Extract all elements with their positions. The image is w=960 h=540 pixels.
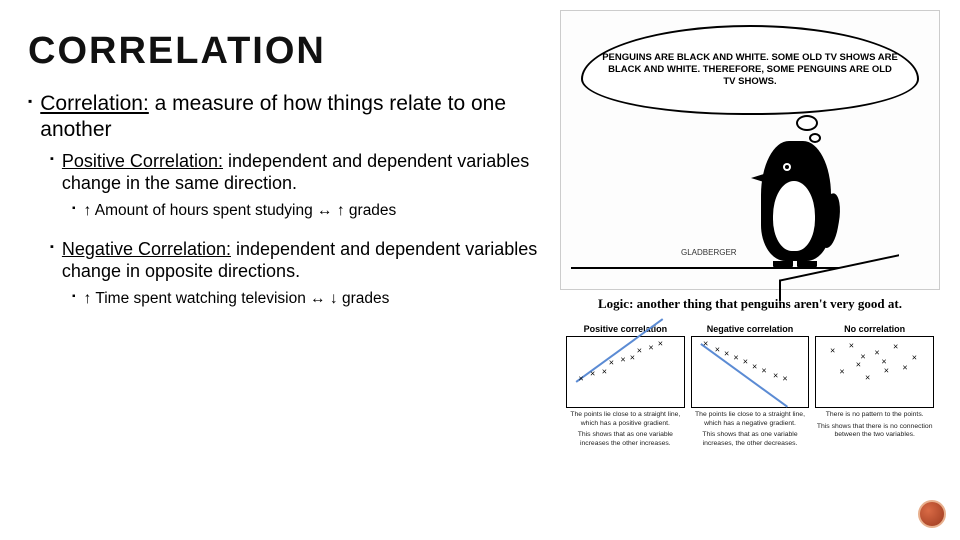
chart-desc-line: The points lie close to a straight line,… xyxy=(691,411,810,428)
chart-box: ×××××××××××× xyxy=(815,336,934,408)
cartoon-panel: PENGUINS ARE BLACK AND WHITE. SOME OLD T… xyxy=(560,10,940,290)
bullet-text: Negative Correlation: independent and de… xyxy=(62,238,550,283)
chart-desc-line: The points lie close to a straight line,… xyxy=(566,411,685,428)
bullet-marker: ▪ xyxy=(28,94,32,144)
cartoon-caption: Logic: another thing that penguins aren'… xyxy=(560,296,940,312)
bullet-negative-example: ▪ ↑ Time spent watching television ↔ ↓ g… xyxy=(72,289,550,308)
bullet-positive-example: ▪ ↑ Amount of hours spent studying ↔ ↑ g… xyxy=(72,201,550,220)
slide-title: CORRELATION xyxy=(28,30,550,73)
chart-desc-line: There is no pattern to the points. xyxy=(815,411,934,419)
chart-desc: The points lie close to a straight line,… xyxy=(566,411,685,451)
bullet-negative: ▪ Negative Correlation: independent and … xyxy=(50,238,550,283)
thought-bubble: PENGUINS ARE BLACK AND WHITE. SOME OLD T… xyxy=(581,25,919,115)
chart-desc: There is no pattern to the points. This … xyxy=(815,411,934,442)
example-positive: ↑ Amount of hours spent studying ↔ ↑ gra… xyxy=(84,201,397,220)
chart-title: Positive correlation xyxy=(584,324,668,334)
term-negative: Negative Correlation: xyxy=(62,239,231,259)
chart-desc-line: This shows that there is no connection b… xyxy=(815,423,934,440)
chart-title: Negative correlation xyxy=(707,324,794,334)
chart-desc: The points lie close to a straight line,… xyxy=(691,411,810,451)
bullet-marker: ▪ xyxy=(72,203,76,220)
slide: CORRELATION ▪ Correlation: a measure of … xyxy=(0,0,960,540)
chart-desc-line: This shows that as one variable increase… xyxy=(691,431,810,448)
cartoon-signature: GLADBERGER xyxy=(681,248,737,257)
chart-positive: Positive correlation ××××××××× The point… xyxy=(566,324,685,451)
bullet-marker: ▪ xyxy=(50,241,54,283)
example-negative: ↑ Time spent watching television ↔ ↓ gra… xyxy=(84,289,390,308)
chart-desc-line: This shows that as one variable increase… xyxy=(566,431,685,448)
correlation-charts: Positive correlation ××××××××× The point… xyxy=(560,324,940,451)
chart-box: ××××××××× xyxy=(566,336,685,408)
bullet-text: Correlation: a measure of how things rel… xyxy=(40,91,550,144)
chart-none: No correlation ×××××××××××× There is no … xyxy=(815,324,934,451)
bullet-positive: ▪ Positive Correlation: independent and … xyxy=(50,150,550,195)
bullet-text: Positive Correlation: independent and de… xyxy=(62,150,550,195)
bubble-dot xyxy=(796,115,818,131)
penguin-icon xyxy=(761,141,831,261)
left-column: CORRELATION ▪ Correlation: a measure of … xyxy=(0,0,560,540)
chart-negative: Negative correlation ××××××××× The point… xyxy=(691,324,810,451)
bullet-marker: ▪ xyxy=(72,291,76,308)
ground-line xyxy=(571,267,839,269)
bullet-definition: ▪ Correlation: a measure of how things r… xyxy=(28,91,550,144)
chart-title: No correlation xyxy=(844,324,905,334)
term-correlation: Correlation: xyxy=(40,92,149,115)
term-positive: Positive Correlation: xyxy=(62,151,223,171)
right-column: PENGUINS ARE BLACK AND WHITE. SOME OLD T… xyxy=(560,0,960,540)
bullet-marker: ▪ xyxy=(50,153,54,195)
slide-number-badge xyxy=(918,500,946,528)
chart-box: ××××××××× xyxy=(691,336,810,408)
